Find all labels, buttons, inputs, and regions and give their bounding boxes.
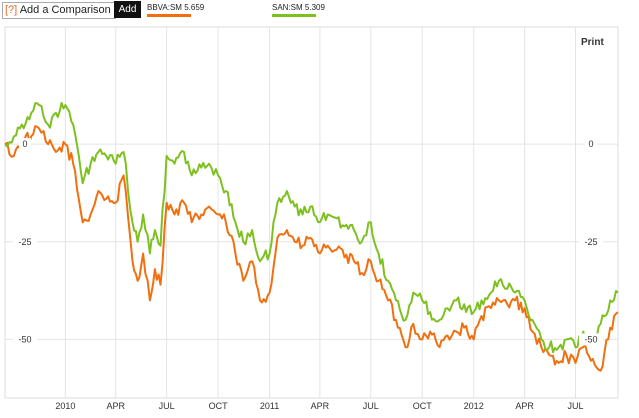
y-tick-label-bg — [579, 333, 603, 346]
y-tick-label-left: -50 — [18, 334, 31, 344]
toolbar: [?] Add a Comparison Add BBVA:SM 5.659 S… — [0, 0, 639, 20]
y-tick-label-right: -50 — [584, 334, 597, 344]
x-axis-labels: 2010 APR JUL OCT 2011 APR JUL OCT 2012 APR JUL — [55, 401, 583, 411]
series-line-bbva — [4, 125, 619, 372]
y-tick-label-left: 0 — [22, 139, 27, 149]
x-tick-label: APR — [311, 401, 330, 411]
legend-item-san: SAN:SM 5.309 — [272, 3, 332, 19]
legend-name: SAN:SM — [272, 3, 303, 12]
legend-swatch — [272, 14, 316, 17]
y-tick-label-bg — [585, 138, 597, 151]
x-tick-label: APR — [515, 401, 534, 411]
print-link[interactable]: Print — [581, 37, 604, 48]
x-tick-label: JUL — [159, 401, 175, 411]
y-tick-label-bg — [19, 138, 31, 151]
x-tick-label: 2011 — [260, 401, 279, 411]
legend-swatch — [147, 14, 191, 17]
x-tick-label: 2012 — [464, 401, 484, 411]
x-tick-label: OCT — [209, 401, 229, 411]
y-tick-label-bg — [579, 235, 603, 248]
legend-value: 5.309 — [304, 3, 325, 12]
y-tick-label-left: -25 — [18, 237, 31, 247]
x-tick-label: JUL — [363, 401, 379, 411]
legend-item-bbva: BBVA:SM 5.659 — [147, 3, 207, 19]
x-tick-label: OCT — [413, 401, 433, 411]
y-tick-label-right: -25 — [584, 237, 597, 247]
x-tick-label: APR — [106, 401, 125, 411]
add-comparison-field[interactable]: [?] Add a Comparison — [2, 2, 116, 19]
add-button[interactable]: Add — [114, 1, 141, 18]
plot-frame — [4, 26, 619, 399]
y-tick-label-bg — [13, 333, 37, 346]
x-tick-label: 2010 — [55, 401, 75, 411]
series-line-san — [4, 101, 619, 354]
y-axis-labels: 0 0 -25 -25 -50 -50 — [13, 138, 603, 346]
grid — [4, 26, 619, 399]
legend-name: BBVA:SM — [147, 3, 182, 12]
add-comparison-label: Add a Comparison — [19, 4, 111, 16]
y-tick-label-right: 0 — [588, 139, 593, 149]
help-icon[interactable]: [?] — [5, 4, 18, 16]
y-tick-label-bg — [13, 235, 37, 248]
x-tick-label: JUL — [567, 401, 583, 411]
legend-value: 5.659 — [184, 3, 205, 12]
series-lines — [4, 101, 619, 372]
